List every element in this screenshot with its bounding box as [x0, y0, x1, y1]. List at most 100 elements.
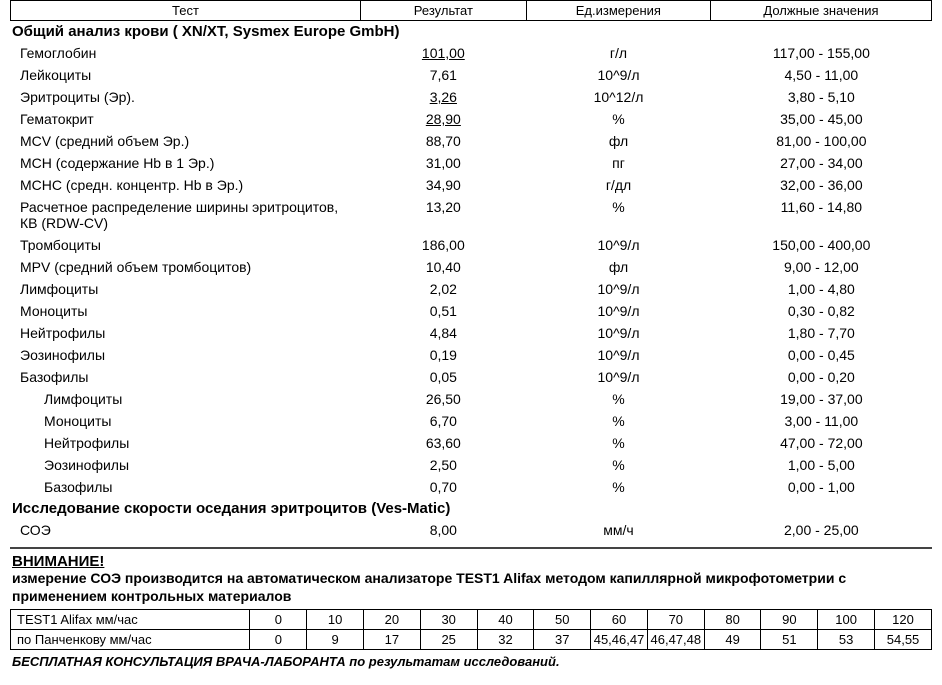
result-value: 0,70 — [430, 479, 457, 495]
test-result: 3,26 — [360, 86, 526, 108]
attention-heading: ВНИМАНИЕ! — [10, 553, 932, 570]
test-result: 13,20 — [360, 196, 526, 234]
result-value: 26,50 — [426, 391, 461, 407]
test-unit: 10^9/л — [526, 234, 710, 256]
test-unit: мм/ч — [526, 519, 710, 541]
test-name: Тромбоциты — [10, 234, 360, 256]
result-value: 8,00 — [430, 522, 457, 538]
test-unit: 10^9/л — [526, 300, 710, 322]
result-row: Тромбоциты186,0010^9/л150,00 - 400,00 — [10, 234, 932, 256]
test-name: Эозинофилы — [10, 344, 360, 366]
hdr-ref: Должные значения — [710, 1, 931, 21]
result-row: Базофилы0,0510^9/л0,00 - 0,20 — [10, 366, 932, 388]
conversion-cell: 37 — [534, 630, 591, 650]
result-value: 2,02 — [430, 281, 457, 297]
result-value: 0,51 — [430, 303, 457, 319]
test-name: Нейтрофилы — [10, 322, 360, 344]
result-row: Лимфоциты2,0210^9/л1,00 - 4,80 — [10, 278, 932, 300]
test-name: Моноциты — [10, 410, 360, 432]
conversion-cell: 60 — [591, 610, 648, 630]
test-ref-range: 2,00 - 25,00 — [711, 519, 932, 541]
conversion-cell: 100 — [818, 610, 875, 630]
test-unit: % — [526, 410, 710, 432]
conversion-cell: 20 — [364, 610, 421, 630]
test-ref-range: 81,00 - 100,00 — [711, 130, 932, 152]
result-row: Лейкоциты7,6110^9/л4,50 - 11,00 — [10, 64, 932, 86]
test-name: Гематокрит — [10, 108, 360, 130]
test-result: 0,51 — [360, 300, 526, 322]
test-unit: пг — [526, 152, 710, 174]
result-row: MCH (содержание Hb в 1 Эр.)31,00пг27,00 … — [10, 152, 932, 174]
consult-note: БЕСПЛАТНАЯ КОНСУЛЬТАЦИЯ ВРАЧА-ЛАБОРАНТА … — [10, 650, 932, 669]
test-ref-range: 150,00 - 400,00 — [711, 234, 932, 256]
test-result: 26,50 — [360, 388, 526, 410]
test-result: 4,84 — [360, 322, 526, 344]
conversion-row: TEST1 Alifax мм/час010203040506070809010… — [11, 610, 932, 630]
conversion-cell: 30 — [420, 610, 477, 630]
test-ref-range: 9,00 - 12,00 — [711, 256, 932, 278]
result-row: Гемоглобин101,00г/л117,00 - 155,00 — [10, 42, 932, 64]
result-row: Эозинофилы2,50%1,00 - 5,00 — [10, 454, 932, 476]
test-name: Нейтрофилы — [10, 432, 360, 454]
test-name: Лимфоциты — [10, 388, 360, 410]
conversion-cell: 50 — [534, 610, 591, 630]
test-name: Лимфоциты — [10, 278, 360, 300]
test-name: Гемоглобин — [10, 42, 360, 64]
conversion-cell: 17 — [364, 630, 421, 650]
conversion-cell: 40 — [477, 610, 534, 630]
conversion-cell: 46,47,48 — [647, 630, 704, 650]
test-ref-range: 0,00 - 1,00 — [711, 476, 932, 498]
test-unit: г/дл — [526, 174, 710, 196]
conversion-cell: 51 — [761, 630, 818, 650]
conversion-cell: 10 — [307, 610, 364, 630]
test-ref-range: 0,30 - 0,82 — [711, 300, 932, 322]
test-result: 63,60 — [360, 432, 526, 454]
test-result: 186,00 — [360, 234, 526, 256]
result-value: 63,60 — [426, 435, 461, 451]
test-unit: % — [526, 196, 710, 234]
result-value: 4,84 — [430, 325, 457, 341]
test-ref-range: 1,00 - 5,00 — [711, 454, 932, 476]
test-ref-range: 0,00 - 0,45 — [711, 344, 932, 366]
test-result: 28,90 — [360, 108, 526, 130]
conversion-cell: 54,55 — [875, 630, 932, 650]
result-row: MPV (средний объем тромбоцитов)10,40фл9,… — [10, 256, 932, 278]
result-value: 10,40 — [426, 259, 461, 275]
result-row: Базофилы0,70%0,00 - 1,00 — [10, 476, 932, 498]
test-ref-range: 3,00 - 11,00 — [711, 410, 932, 432]
test-unit: 10^9/л — [526, 344, 710, 366]
test-name: Базофилы — [10, 476, 360, 498]
result-row: Моноциты0,5110^9/л0,30 - 0,82 — [10, 300, 932, 322]
conversion-cell: 32 — [477, 630, 534, 650]
test-result: 2,50 — [360, 454, 526, 476]
conversion-row: по Панченкову мм/час091725323745,46,4746… — [11, 630, 932, 650]
conversion-cell: 9 — [307, 630, 364, 650]
test-result: 0,19 — [360, 344, 526, 366]
conversion-cell: 53 — [818, 630, 875, 650]
test-name: Базофилы — [10, 366, 360, 388]
test-ref-range: 1,80 - 7,70 — [711, 322, 932, 344]
test-result: 8,00 — [360, 519, 526, 541]
conversion-cell: 70 — [647, 610, 704, 630]
result-value: 2,50 — [430, 457, 457, 473]
result-value: 31,00 — [426, 155, 461, 171]
test-name: Эозинофилы — [10, 454, 360, 476]
result-value: 6,70 — [430, 413, 457, 429]
header-row: Тест Результат Ед.измерения Должные знач… — [10, 0, 932, 21]
test-unit: 10^9/л — [526, 322, 710, 344]
result-row: Нейтрофилы63,60%47,00 - 72,00 — [10, 432, 932, 454]
test-ref-range: 3,80 - 5,10 — [711, 86, 932, 108]
test-name: Расчетное распределение ширины эритроцит… — [10, 196, 360, 234]
test-name: MCV (средний объем Эр.) — [10, 130, 360, 152]
test-unit: 10^12/л — [526, 86, 710, 108]
test-result: 7,61 — [360, 64, 526, 86]
conversion-cell: 45,46,47 — [591, 630, 648, 650]
test-ref-range: 19,00 - 37,00 — [711, 388, 932, 410]
conversion-cell: 0 — [250, 610, 307, 630]
test-result: 34,90 — [360, 174, 526, 196]
test-name: MCH (содержание Hb в 1 Эр.) — [10, 152, 360, 174]
result-row: СОЭ8,00мм/ч2,00 - 25,00 — [10, 519, 932, 541]
conversion-table: TEST1 Alifax мм/час010203040506070809010… — [10, 609, 932, 650]
conversion-cell: 120 — [875, 610, 932, 630]
test-result: 2,02 — [360, 278, 526, 300]
